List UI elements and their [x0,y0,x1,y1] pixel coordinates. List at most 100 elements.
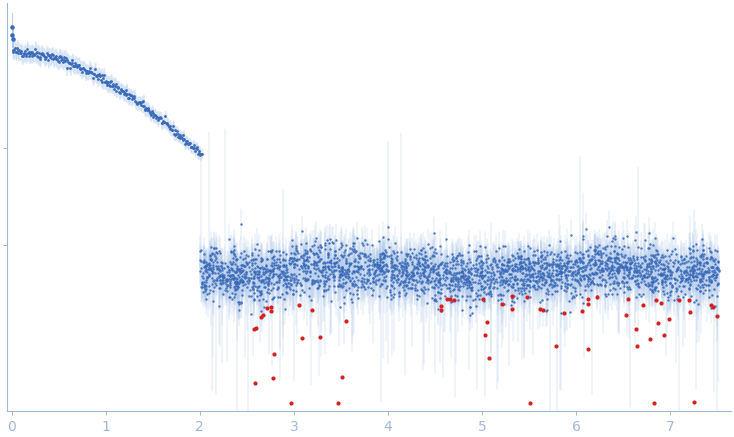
Point [329,248,341,255]
Point [302,250,313,257]
Point [341,269,353,276]
Point [696,265,708,272]
Point [695,269,707,276]
Point [374,253,386,260]
Point [482,264,493,271]
Point [208,245,219,252]
Point [606,237,618,244]
Point [265,287,277,294]
Point [274,277,286,284]
Point [367,286,379,293]
Point [661,262,673,269]
Point [34,54,46,61]
Point [411,265,423,272]
Point [559,272,570,279]
Point [465,285,477,292]
Point [429,276,440,283]
Point [461,260,473,267]
Point [198,263,210,270]
Point [686,277,697,284]
Point [391,257,403,264]
Point [465,265,476,272]
Point [602,256,614,263]
Point [223,267,235,274]
Point [635,253,647,260]
Point [541,306,553,313]
Point [385,281,397,288]
Point [80,69,92,76]
Point [514,258,526,265]
Point [514,258,526,265]
Point [213,303,225,310]
Point [419,259,431,266]
Point [698,263,710,270]
Point [338,283,349,290]
Point [401,260,413,267]
Point [402,261,414,268]
Point [339,246,351,253]
Point [542,249,553,256]
Point [564,309,576,316]
Point [404,275,415,282]
Point [613,279,625,286]
Point [386,267,398,274]
Point [327,274,339,281]
Point [548,280,560,287]
Point [649,283,661,290]
Point [221,277,233,284]
Point [248,267,260,274]
Point [228,275,240,282]
Point [432,284,444,291]
Point [601,256,613,263]
Point [267,295,279,302]
Point [273,255,285,262]
Point [352,284,364,291]
Point [609,257,621,264]
Point [687,270,699,277]
Point [559,282,571,289]
Point [705,279,717,286]
Point [200,282,211,289]
Point [524,283,536,290]
Point [423,277,435,284]
Point [609,286,621,293]
Point [577,250,589,257]
Point [217,274,229,281]
Point [527,259,539,266]
Point [432,289,444,296]
Point [539,278,551,285]
Point [164,126,176,133]
Point [482,263,493,270]
Point [437,272,449,279]
Point [20,51,32,58]
Point [427,263,439,270]
Point [564,280,576,287]
Point [688,398,700,405]
Point [333,276,345,283]
Point [316,271,327,278]
Point [239,271,250,277]
Point [683,274,694,281]
Point [349,255,360,262]
Point [101,79,112,86]
Point [675,267,686,274]
Point [573,267,584,274]
Point [601,261,613,268]
Point [12,49,24,56]
Point [543,262,555,269]
Point [603,264,614,271]
Point [231,263,243,270]
Point [228,267,240,274]
Point [644,264,656,271]
Point [338,293,349,300]
Point [687,274,699,281]
Point [515,264,526,271]
Point [503,255,515,262]
Point [96,79,108,86]
Point [209,270,221,277]
Point [418,266,430,273]
Point [426,269,438,276]
Point [203,283,215,290]
Point [404,256,415,263]
Point [602,291,614,298]
